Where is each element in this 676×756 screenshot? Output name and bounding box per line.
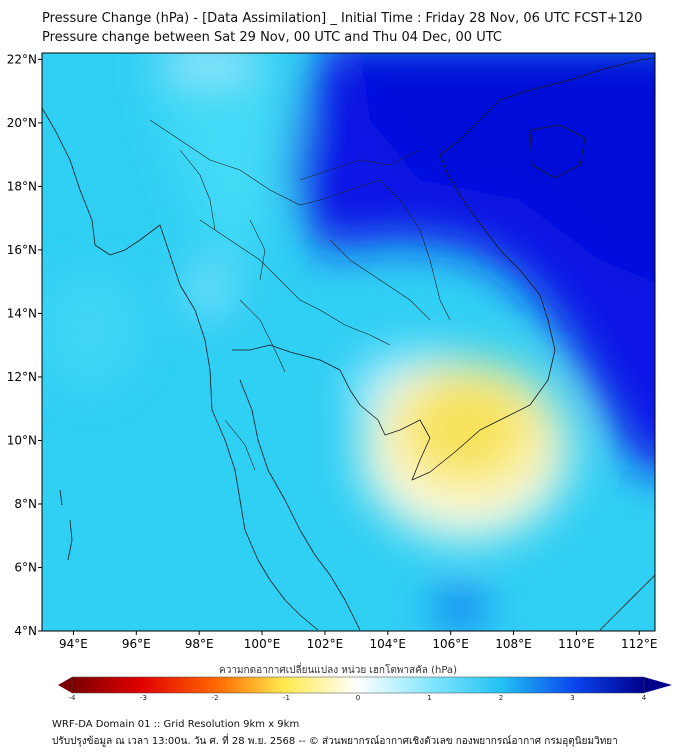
map-subtitle: Pressure change between Sat 29 Nov, 00 U… [42, 30, 502, 45]
pressure-field [42, 53, 655, 631]
coastlines [42, 57, 655, 631]
colorbar-tick-label: -4 [69, 694, 77, 702]
colorbar-tick-label: -2 [212, 694, 219, 702]
map-frame [41, 52, 656, 632]
country-borders [149, 119, 451, 471]
lat-tick-label: 10°N [7, 433, 37, 447]
lat-tick-label: 14°N [7, 306, 37, 320]
longitude-axis: 94°E 96°E 98°E 100°E 102°E 104°E 106°E 108°E 110… [59, 631, 658, 651]
colorbar-tick-label: 2 [499, 694, 503, 702]
lon-tick-label: 94°E [59, 637, 88, 651]
lon-tick-label: 102°E [307, 637, 344, 651]
lat-tick-label: 20°N [7, 116, 37, 130]
map-title: Pressure Change (hPa) - [Data Assimilati… [42, 11, 643, 26]
colorbar-tick-label: -1 [283, 694, 290, 702]
lat-tick-label: 16°N [7, 243, 37, 257]
lat-tick-label: 12°N [7, 370, 37, 384]
lon-tick-label: 100°E [244, 637, 281, 651]
lon-tick-label: 110°E [558, 637, 595, 651]
lon-tick-label: 108°E [495, 637, 532, 651]
colorbar-min-arrow [58, 677, 72, 693]
colorbar-max-arrow [644, 677, 672, 693]
colorbar-gradient [72, 677, 644, 693]
lon-tick-label: 106°E [432, 637, 469, 651]
lat-tick-label: 6°N [14, 560, 37, 574]
colorbar-caption: ความกดอากาศเปลี่ยนแปลง หน่วย เฮกโตพาสคัล… [219, 665, 457, 676]
footer-model-info: WRF-DA Domain 01 :: Grid Resolution 9km … [52, 719, 300, 730]
lon-tick-label: 104°E [370, 637, 407, 651]
lat-tick-label: 4°N [14, 624, 37, 638]
lon-tick-label: 96°E [122, 637, 151, 651]
lat-tick-label: 18°N [7, 179, 37, 193]
colorbar: -4 -3 -2 -1 0 1 2 3 4 [58, 676, 672, 702]
latitude-axis: 22°N 20°N 18°N 16°N 14°N 12°N 10°N 8°N 6°N 4°N [7, 52, 42, 638]
colorbar-tick-label: 1 [427, 694, 431, 702]
footer-update-info: ปรับปรุงข้อมูล ณ เวลา 13:00น. วัน ศ. ที่… [52, 736, 618, 747]
colorbar-tick-label: 3 [570, 694, 574, 702]
lon-tick-label: 98°E [185, 637, 214, 651]
colorbar-tick-label: -3 [140, 694, 147, 702]
lat-tick-label: 8°N [14, 497, 37, 511]
colorbar-tick-label: 4 [642, 694, 647, 702]
lon-tick-label: 112°E [621, 637, 658, 651]
colorbar-tick-label: 0 [356, 694, 360, 702]
lat-tick-label: 22°N [7, 52, 37, 66]
